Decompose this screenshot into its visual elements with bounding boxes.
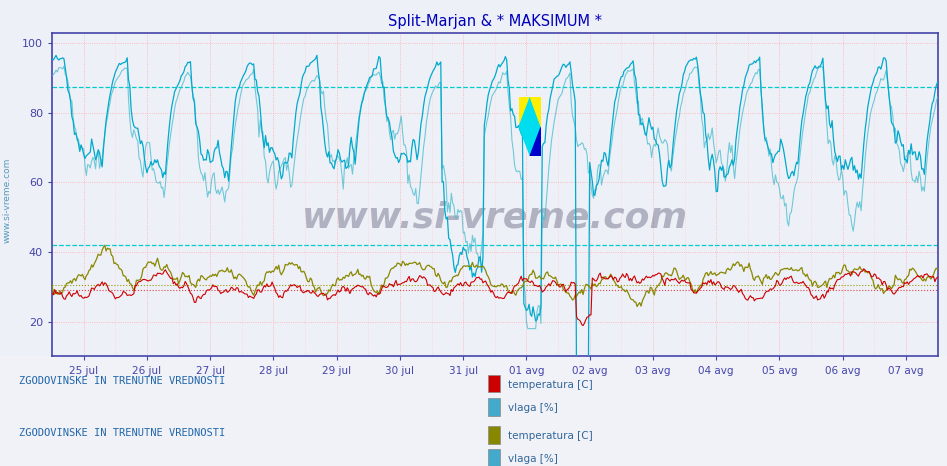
Text: vlaga [%]: vlaga [%] — [508, 403, 558, 413]
Text: temperatura [C]: temperatura [C] — [508, 431, 592, 441]
Text: temperatura [C]: temperatura [C] — [508, 380, 592, 390]
Polygon shape — [530, 97, 542, 127]
Text: ZGODOVINSKE IN TRENUTNE VREDNOSTI: ZGODOVINSKE IN TRENUTNE VREDNOSTI — [19, 428, 225, 438]
Text: www.si-vreme.com: www.si-vreme.com — [3, 158, 12, 243]
Polygon shape — [530, 127, 542, 156]
Polygon shape — [519, 97, 530, 127]
Text: www.si-vreme.com: www.si-vreme.com — [302, 200, 688, 234]
Text: vlaga [%]: vlaga [%] — [508, 454, 558, 464]
Text: ZGODOVINSKE IN TRENUTNE VREDNOSTI: ZGODOVINSKE IN TRENUTNE VREDNOSTI — [19, 377, 225, 386]
Title: Split-Marjan & * MAKSIMUM *: Split-Marjan & * MAKSIMUM * — [388, 14, 601, 29]
Polygon shape — [519, 97, 542, 156]
